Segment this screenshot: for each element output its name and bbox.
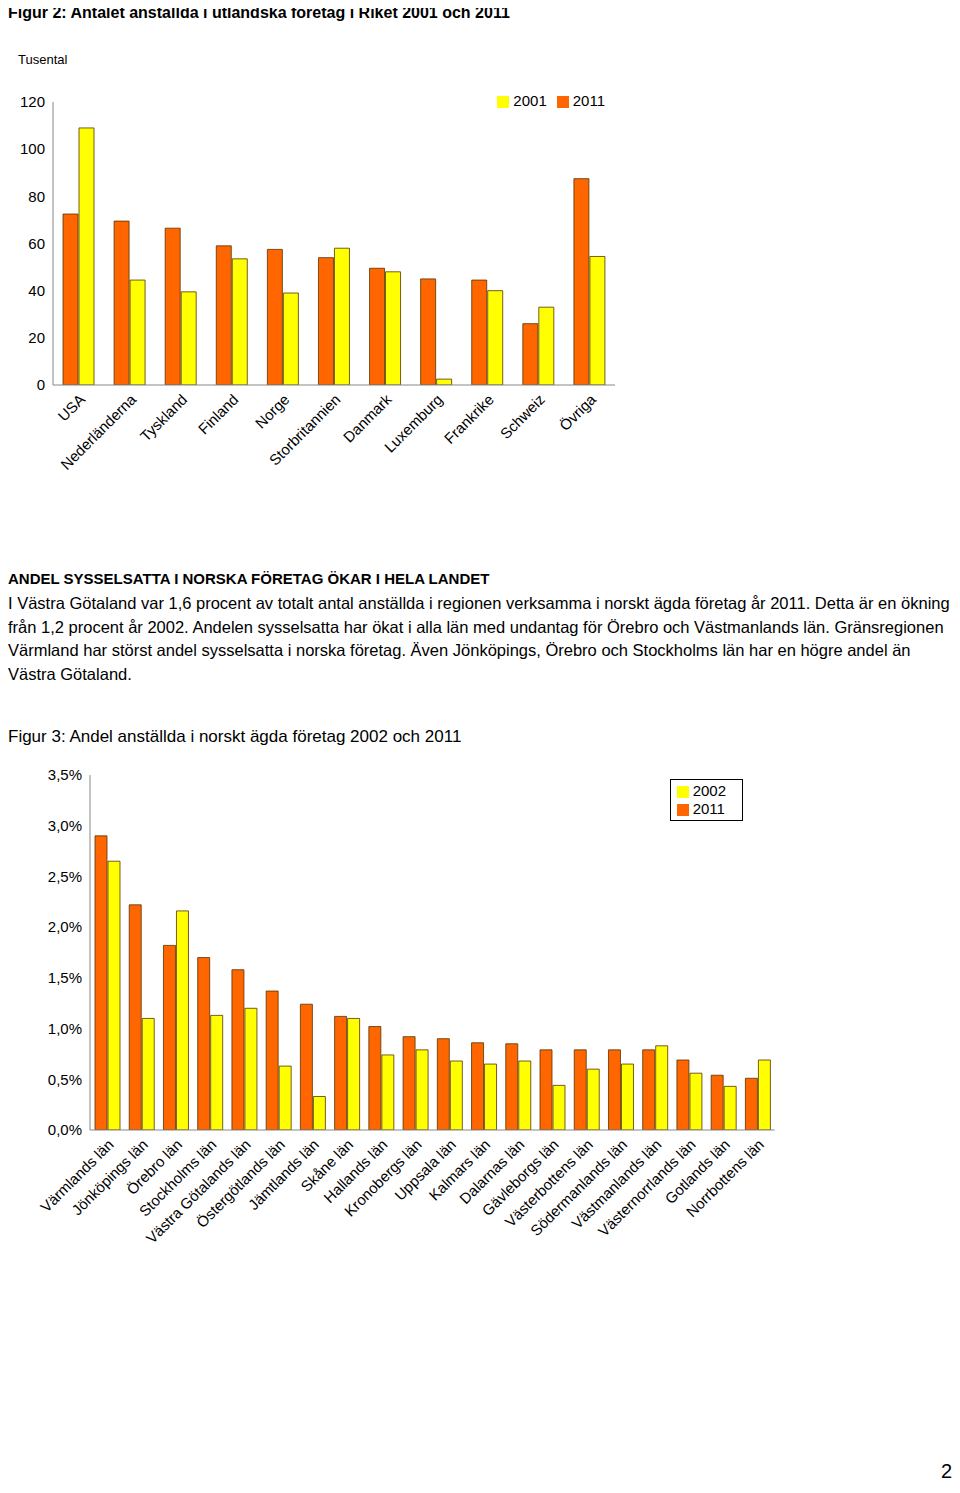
svg-text:Finland: Finland <box>195 391 242 438</box>
svg-text:20: 20 <box>28 329 45 346</box>
svg-text:100: 100 <box>20 140 45 157</box>
svg-text:2,5%: 2,5% <box>48 868 82 885</box>
svg-text:0,5%: 0,5% <box>48 1071 82 1088</box>
svg-text:Gävleborgs län: Gävleborgs län <box>478 1135 562 1219</box>
svg-text:40: 40 <box>28 282 45 299</box>
svg-text:Uppsala län: Uppsala län <box>391 1135 460 1204</box>
svg-text:Nederländerna: Nederländerna <box>57 390 140 473</box>
svg-text:Södermanlands län: Södermanlands län <box>526 1135 631 1240</box>
html-text:Figur 3: Andel anställda i nor: Figur 3: Andel anställda i norskt ägda f… <box>8 727 462 746</box>
svg-text:Norge: Norge <box>252 391 293 432</box>
svg-text:Västernorrlands län: Västernorrlands län <box>594 1135 699 1240</box>
svg-text:Tyskland: Tyskland <box>136 391 190 445</box>
svg-text:Örebro län: Örebro län <box>123 1135 186 1198</box>
svg-text:3,5%: 3,5% <box>48 766 82 783</box>
svg-text:Övriga: Övriga <box>556 390 600 434</box>
svg-text:Stockholms län: Stockholms län <box>135 1135 220 1220</box>
svg-text:USA: USA <box>54 391 88 425</box>
html-text:I Västra Götaland var 1,6 proc: I Västra Götaland var 1,6 procent av tot… <box>8 594 950 683</box>
html-text:ANDEL SYSSELSATTA I NORSKA FÖR: ANDEL SYSSELSATTA I NORSKA FÖRETAG ÖKAR … <box>8 570 490 587</box>
svg-text:Storbritannien: Storbritannien <box>266 391 344 469</box>
svg-text:Kalmars län: Kalmars län <box>425 1135 494 1204</box>
svg-text:Jämtlands län: Jämtlands län <box>244 1135 323 1214</box>
svg-text:0: 0 <box>37 376 45 393</box>
svg-text:Östergötlands län: Östergötlands län <box>192 1135 288 1231</box>
html-text:2: 2 <box>940 1460 952 1482</box>
svg-text:Gotlands län: Gotlands län <box>661 1135 733 1208</box>
html-text:2011: 2011 <box>692 800 725 817</box>
svg-text:Värmlands län: Värmlands län <box>36 1135 117 1216</box>
html-text:2011: 2011 <box>572 92 605 109</box>
svg-text:Västra Götalands län: Västra Götalands län <box>142 1135 254 1247</box>
svg-text:Dalarnas län: Dalarnas län <box>456 1135 528 1208</box>
html-text:Figur 2: Antalet anställda i u: Figur 2: Antalet anställda i utländska f… <box>8 4 510 21</box>
svg-text:Luxemburg: Luxemburg <box>381 391 446 456</box>
svg-text:1,5%: 1,5% <box>48 969 82 986</box>
svg-text:Västmanlands län: Västmanlands län <box>568 1135 665 1232</box>
html-text:2001: 2001 <box>513 92 547 109</box>
svg-text:1,0%: 1,0% <box>48 1020 82 1037</box>
svg-text:Jönköpings län: Jönköpings län <box>68 1135 151 1219</box>
svg-text:60: 60 <box>28 235 45 252</box>
svg-text:80: 80 <box>28 188 45 205</box>
svg-text:Norrbottens län: Norrbottens län <box>683 1136 768 1221</box>
svg-text:0,0%: 0,0% <box>48 1121 82 1138</box>
svg-text:120: 120 <box>20 93 45 110</box>
svg-text:Skåne län: Skåne län <box>297 1135 357 1195</box>
svg-text:Schweiz: Schweiz <box>496 391 548 443</box>
svg-text:Frankrike: Frankrike <box>441 391 497 447</box>
svg-text:Kronobergs län: Kronobergs län <box>340 1135 425 1220</box>
svg-text:2,0%: 2,0% <box>48 918 82 935</box>
svg-text:Danmark: Danmark <box>339 390 395 446</box>
svg-text:Hallands län: Hallands län <box>320 1135 391 1206</box>
html-text:Tusental: Tusental <box>18 52 68 67</box>
svg-text:Västerbottens län: Västerbottens län <box>501 1135 596 1231</box>
svg-text:3,0%: 3,0% <box>48 817 82 834</box>
html-text:2002: 2002 <box>692 782 726 799</box>
